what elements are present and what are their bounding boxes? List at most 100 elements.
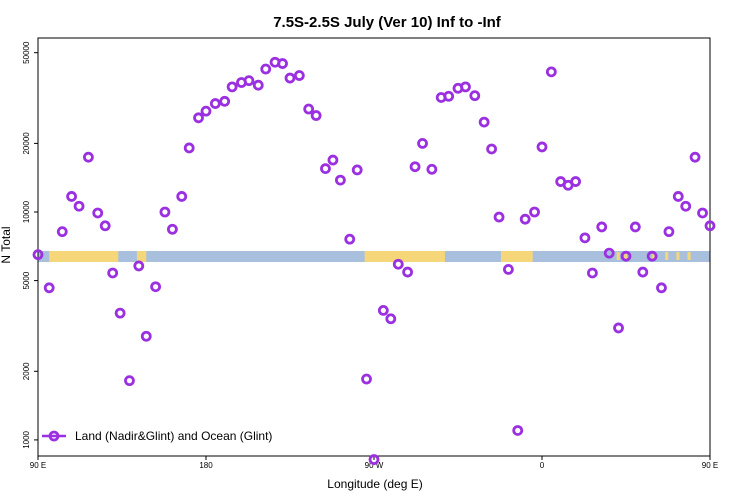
chart-title: 7.5S-2.5S July (Ver 10) Inf to -Inf	[273, 14, 502, 31]
data-point	[570, 176, 581, 187]
island-mark	[79, 252, 83, 260]
data-point	[478, 116, 490, 128]
data-point	[73, 200, 85, 212]
data-point	[114, 307, 126, 319]
data-point	[493, 211, 505, 223]
data-point	[293, 70, 305, 81]
data-point	[486, 143, 498, 155]
data-point	[620, 250, 632, 262]
data-point	[603, 247, 615, 259]
data-point	[385, 313, 397, 325]
y-tick-label: 20000	[22, 132, 31, 155]
data-point	[512, 425, 524, 436]
data-point	[443, 90, 455, 102]
data-point	[663, 226, 675, 238]
island-mark	[652, 252, 656, 260]
data-point	[107, 267, 119, 279]
data-point	[402, 266, 414, 278]
data-point	[66, 191, 77, 202]
data-point	[277, 58, 288, 69]
data-point	[545, 66, 557, 78]
data-point	[646, 250, 658, 262]
data-point	[656, 282, 667, 294]
y-tick-label: 10000	[22, 200, 31, 223]
legend-label: Land (Nadir&Glint) and Ocean (Glint)	[75, 429, 272, 443]
data-point	[704, 220, 716, 232]
x-tick-label: 90 E	[30, 461, 46, 470]
data-point	[519, 213, 531, 225]
data-point	[392, 258, 404, 270]
data-point	[43, 282, 55, 294]
data-point	[689, 151, 701, 163]
data-point	[637, 266, 649, 278]
data-point	[150, 281, 162, 293]
data-point	[99, 220, 111, 232]
island-mark	[95, 252, 99, 260]
island-mark	[107, 252, 111, 260]
x-tick-label: 90 E	[702, 461, 718, 470]
data-point	[409, 161, 421, 173]
y-tick-label: 5000	[22, 271, 31, 289]
data-point	[166, 223, 178, 235]
data-point	[377, 305, 389, 316]
data-point	[587, 267, 598, 279]
data-point	[460, 81, 471, 93]
data-point	[284, 72, 296, 84]
data-point	[252, 79, 264, 91]
data-point	[193, 112, 204, 124]
data-point	[502, 263, 514, 275]
y-tick-label: 1000	[22, 430, 31, 448]
island-mark	[676, 252, 680, 260]
data-point	[310, 110, 322, 121]
data-point	[133, 260, 145, 272]
data-point	[361, 373, 372, 385]
data-point	[469, 90, 481, 102]
land-patch	[49, 251, 119, 262]
data-point	[417, 137, 428, 149]
data-point	[613, 322, 624, 334]
data-point	[56, 226, 68, 238]
data-point	[529, 206, 540, 218]
y-axis-label: N Total	[0, 226, 13, 263]
land-patch	[500, 251, 533, 262]
plot-area	[38, 38, 710, 456]
y-tick-label: 50000	[22, 41, 31, 64]
data-point	[176, 191, 188, 202]
data-point	[680, 200, 692, 212]
data-point	[334, 174, 346, 186]
x-tick-label: 90 W	[365, 461, 384, 470]
data-point	[344, 233, 356, 245]
data-points	[32, 56, 716, 465]
island-mark	[64, 252, 68, 260]
data-point	[320, 163, 331, 175]
island-mark	[687, 252, 691, 260]
data-point	[629, 221, 641, 233]
land-ocean-map-strip	[38, 251, 710, 262]
data-point	[226, 81, 238, 93]
data-point	[579, 232, 591, 244]
data-point	[536, 141, 548, 153]
legend-marker	[48, 430, 60, 442]
land-patch	[364, 251, 445, 262]
y-tick-label: 2000	[22, 362, 31, 380]
x-axis-label: Longitude (deg E)	[327, 477, 422, 491]
data-point	[92, 207, 104, 219]
data-point	[209, 98, 221, 109]
data-point	[260, 63, 272, 75]
land-patch	[136, 251, 147, 262]
data-point	[243, 75, 255, 87]
x-tick-label: 180	[199, 461, 213, 470]
x-tick-label: 0	[540, 461, 545, 470]
data-point	[351, 164, 363, 176]
island-mark	[616, 252, 620, 260]
data-point	[183, 142, 195, 154]
data-point	[672, 191, 684, 202]
data-point	[200, 105, 212, 117]
data-point	[124, 375, 135, 387]
data-point	[697, 207, 708, 219]
data-point	[426, 163, 438, 175]
data-point	[219, 95, 231, 107]
data-point	[32, 249, 44, 261]
data-point	[159, 206, 171, 218]
